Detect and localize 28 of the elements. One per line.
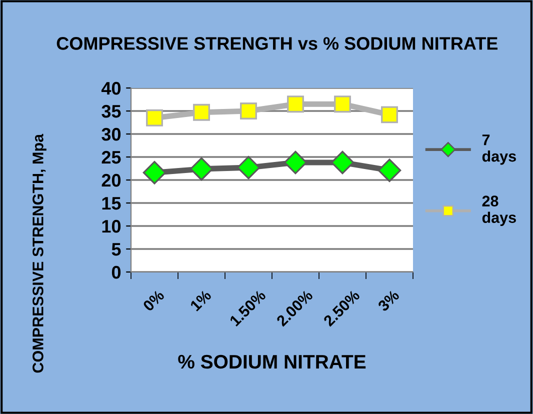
y-tick-label: 15 [102, 197, 121, 210]
point [381, 106, 398, 124]
point [334, 96, 351, 113]
y-tick-label: 35 [102, 104, 121, 118]
y-tick-label: 30 [102, 128, 121, 141]
point [287, 96, 304, 113]
y-tick-label: 0 [112, 266, 121, 279]
y-tick-label: 40 [101, 82, 121, 95]
legend-label: 7 days [482, 134, 516, 165]
y-tick-label: 5 [112, 243, 121, 256]
x-tick-label: 0% [142, 289, 165, 312]
y-tick-label: 25 [102, 150, 121, 164]
y-tick-label: 20 [102, 174, 121, 187]
point [142, 161, 166, 184]
point [193, 104, 210, 121]
y-axis-title: COMPRESSIVE STRENGTH, Mpa [32, 134, 46, 373]
point [240, 102, 257, 120]
x-tick-label: 1% [190, 289, 212, 312]
legend-label: 28 days [482, 196, 516, 226]
point [284, 150, 308, 174]
point [146, 109, 163, 126]
y-tick-label: 10 [102, 220, 121, 233]
point [236, 156, 260, 180]
point [190, 157, 214, 181]
x-tick-label: 3% [377, 289, 400, 312]
x-axis-title: % SODIUM NITRATE [178, 354, 366, 369]
point [378, 158, 402, 182]
chart-title: COMPRESSIVE STRENGTH vs % SODIUM NITRATE [56, 37, 498, 50]
